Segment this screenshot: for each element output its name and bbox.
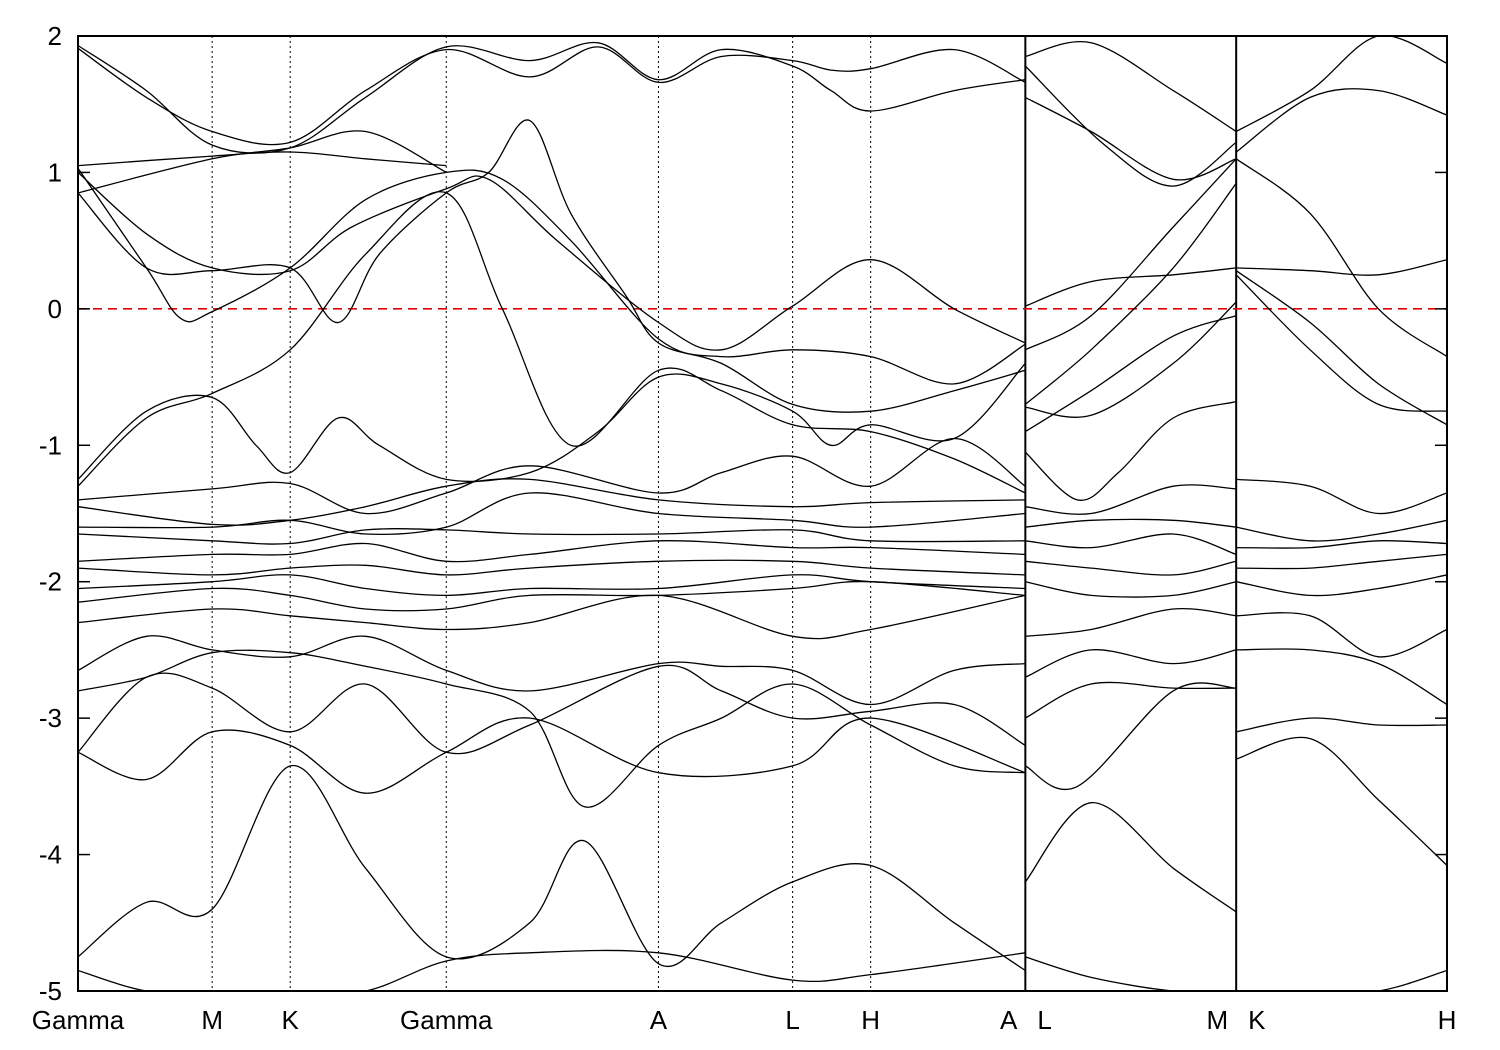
band-40 [1025,681,1237,719]
kpoint-label-4: A [650,1005,668,1035]
y-tick-label-4: -1 [39,430,62,460]
band-52 [1236,540,1447,549]
band-32 [1024,400,1237,501]
y-tick-label-2: -3 [39,703,62,733]
kpoint-label-10: K [1248,1005,1266,1035]
kpoint-label-9: M [1207,1005,1229,1035]
band-11 [78,492,1026,536]
y-tick-label-3: -2 [39,567,62,597]
band-37 [1025,581,1237,598]
band-1 [78,46,1026,146]
kpoint-gridlines [211,36,1238,991]
band-41 [1024,682,1237,790]
band-4 [78,167,1026,385]
kpoint-label-2: K [282,1005,300,1035]
kpoint-label-11: H [1438,1005,1457,1035]
band-20 [78,664,1026,755]
band-22 [78,765,1026,972]
kpoint-label-6: H [861,1005,880,1035]
band-29 [1024,182,1237,405]
band-55 [1236,612,1447,658]
band-0 [78,41,1026,154]
band-49 [1235,274,1447,412]
band-33 [1025,484,1237,515]
band-21 [78,717,1026,794]
band-57 [1236,717,1447,733]
kpoint-label-3: Gamma [400,1005,493,1035]
band-6 [78,119,1026,413]
band-38 [1025,607,1237,637]
band-31 [1024,315,1237,433]
band-17 [78,594,1026,640]
band-24 [1025,41,1237,133]
band-28 [1025,158,1237,351]
band-48 [1235,270,1447,426]
band-53 [1236,553,1447,570]
band-34 [1025,518,1237,528]
kpoint-label-5: L [785,1005,799,1035]
band-lines [78,36,1447,991]
band-8 [78,362,1026,483]
band-50 [1236,478,1447,515]
band-16 [78,580,1026,612]
band-59 [1236,969,1447,991]
kpoint-label-8: L [1037,1005,1051,1035]
band-2 [78,151,447,167]
y-tick-label-6: 1 [48,157,62,187]
band-47 [1236,259,1447,276]
kpoint-label-1: M [201,1005,223,1035]
band-54 [1236,574,1447,597]
band-19 [78,649,1026,808]
band-25 [1024,65,1237,187]
band-39 [1025,649,1237,678]
band-51 [1236,519,1447,542]
y-tick-label-7: 2 [48,21,62,51]
plot-border [77,35,1448,992]
y-tick-label-1: -4 [39,840,62,870]
y-tick-labels: -5 -4 -3 -2 -1 0 1 2 [39,21,62,1006]
band-45 [1235,88,1447,153]
x-kpoint-labels: Gamma M K Gamma A L H A L M K H [32,1005,1457,1035]
y-tick-label-5: 0 [48,294,62,324]
kpoint-label-7: A [1000,1005,1018,1035]
band-42 [1024,802,1237,913]
band-46 [1235,158,1447,358]
band-43 [1025,956,1237,991]
band-7 [78,191,1026,494]
band-44 [1235,36,1447,133]
band-56 [1236,648,1447,706]
kpoint-label-0: Gamma [32,1005,125,1035]
band-5 [78,171,1026,351]
band-36 [1025,560,1237,576]
band-10 [78,478,1026,526]
y-tick-label-0: -5 [39,976,62,1006]
band-15 [78,574,1026,597]
band-35 [1025,533,1237,556]
band-3 [78,130,447,194]
band-14 [78,559,1026,576]
plot-frame [77,35,1448,992]
band-12 [78,528,1026,545]
band-27 [1025,267,1237,307]
band-26 [1025,96,1237,181]
band-9 [78,437,1026,515]
band-13 [78,540,1026,563]
band-18 [78,635,1026,706]
band-58 [1236,736,1447,866]
band-23 [78,949,1026,991]
band-30 [1025,301,1237,418]
